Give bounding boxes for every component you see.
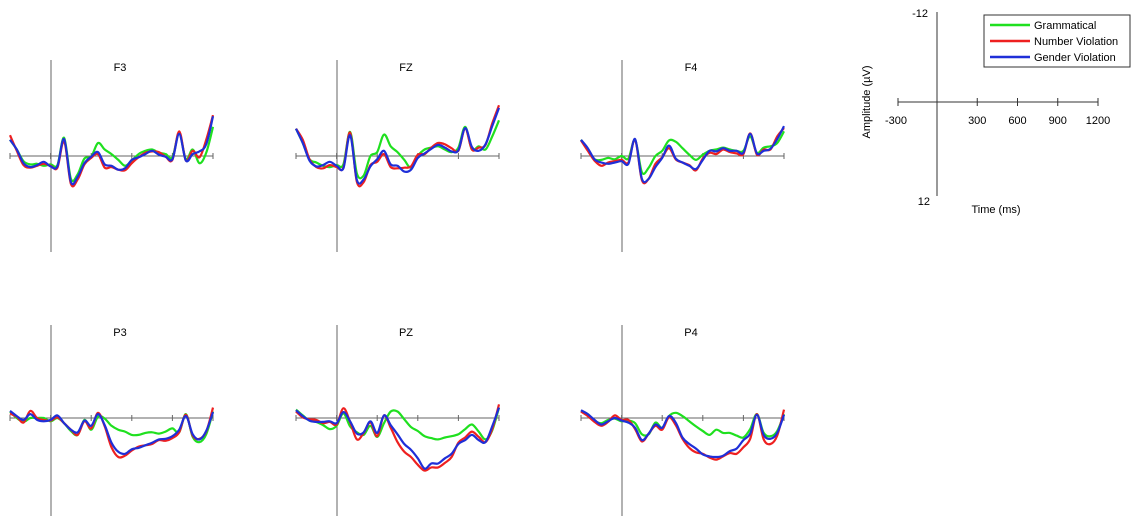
erp-panel-fz: FZ xyxy=(295,60,501,252)
scale-reference: -300 300 600 900 1200 -12 12 Time (ms) Ampli… xyxy=(861,8,1110,216)
panel-title: P3 xyxy=(113,327,126,339)
series-line-number-violation xyxy=(9,407,215,459)
series-line-grammatical xyxy=(295,407,501,441)
scale-ticks: -300 300 600 900 1200 xyxy=(885,98,1110,127)
legend-label: Number Violation xyxy=(1034,36,1118,48)
series-line-gender-violation xyxy=(9,116,215,186)
legend-label: Gender Violation xyxy=(1034,52,1116,64)
scale-x-tick-label: 1200 xyxy=(1086,115,1110,127)
erp-panel-p4: P4 xyxy=(580,325,786,516)
series-line-gender-violation xyxy=(295,407,501,470)
erp-panel-p3: P3 xyxy=(9,325,215,516)
panel-title: P4 xyxy=(684,327,697,339)
scale-x-tick-label: 300 xyxy=(968,115,986,127)
series-line-grammatical xyxy=(295,119,501,180)
series-line-gender-violation xyxy=(580,125,785,184)
erp-panel-pz: PZ xyxy=(295,325,501,516)
scale-y-label: Amplitude (µV) xyxy=(861,66,873,139)
scale-y-bottom-label: 12 xyxy=(918,196,930,208)
legend-items: Grammatical Number Violation Gender Violat… xyxy=(990,20,1118,64)
panel-title: PZ xyxy=(399,327,413,339)
scale-y-top-label: -12 xyxy=(912,8,928,20)
scale-x-tick-label: 900 xyxy=(1049,115,1067,127)
panel-title: F3 xyxy=(114,62,127,74)
series-line-number-violation xyxy=(295,104,501,188)
erp-panel-f4: F4 xyxy=(580,60,785,252)
series-line-number-violation xyxy=(8,114,215,188)
panel-title: FZ xyxy=(399,62,413,74)
series-line-grammatical xyxy=(580,130,785,176)
panel-title: F4 xyxy=(685,62,698,74)
series-line-gender-violation xyxy=(295,107,501,185)
erp-panels: F3 FZ F4 P3 PZ P4 xyxy=(8,60,786,516)
scale-x-tick-label: -300 xyxy=(885,115,907,127)
legend: Grammatical Number Violation Gender Violat… xyxy=(983,14,1131,68)
series-line-grammatical xyxy=(9,126,215,183)
scale-x-tick-label: 600 xyxy=(1008,115,1026,127)
series-line-grammatical xyxy=(9,410,215,444)
scale-x-label: Time (ms) xyxy=(971,204,1020,216)
series-line-gender-violation xyxy=(580,409,786,459)
erp-panel-f3: F3 xyxy=(8,60,215,252)
series-line-gender-violation xyxy=(9,410,215,456)
legend-label: Grammatical xyxy=(1034,20,1096,32)
